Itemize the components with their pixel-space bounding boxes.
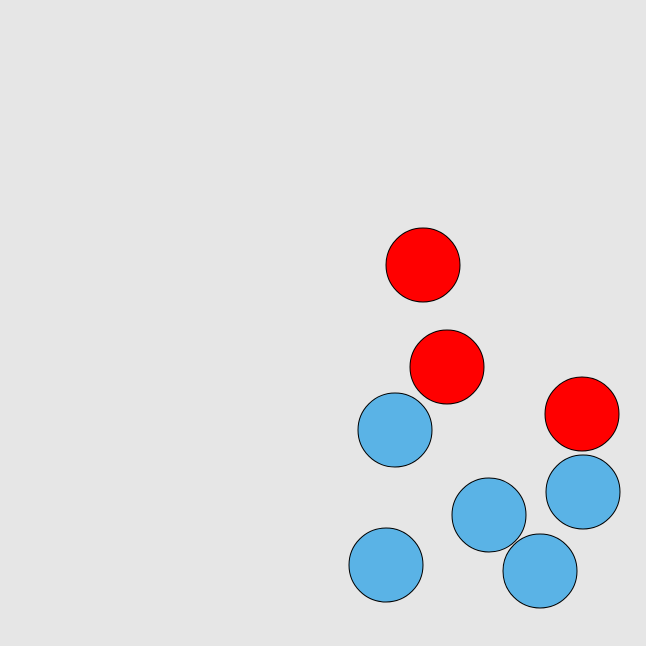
blue-ball: [545, 454, 621, 530]
blue-ball: [348, 527, 424, 603]
red-ball: [544, 376, 620, 452]
blue-ball: [357, 392, 433, 468]
blue-ball: [451, 477, 527, 553]
red-ball: [409, 329, 485, 405]
blue-ball: [502, 533, 578, 609]
red-ball: [385, 227, 461, 303]
